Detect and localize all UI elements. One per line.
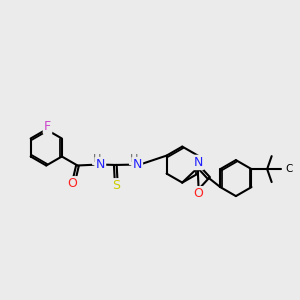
Text: N: N — [133, 158, 142, 171]
Text: N: N — [96, 158, 105, 171]
Text: O: O — [68, 177, 78, 190]
Text: H: H — [93, 154, 101, 164]
Text: S: S — [112, 179, 120, 192]
Text: O: O — [193, 187, 203, 200]
Text: H: H — [130, 154, 138, 164]
Text: C: C — [285, 164, 292, 174]
Text: N: N — [194, 156, 203, 169]
Text: F: F — [44, 120, 51, 133]
